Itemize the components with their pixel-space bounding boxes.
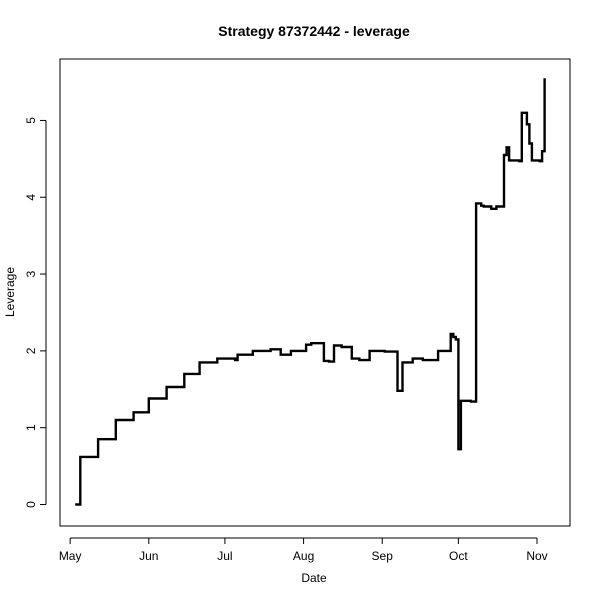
x-tick-label: May — [59, 549, 82, 563]
x-tick-label: Aug — [293, 549, 314, 563]
y-tick-label: 0 — [24, 501, 38, 508]
y-tick-label: 5 — [24, 117, 38, 124]
x-tick-label: Sep — [372, 549, 394, 563]
y-tick-label: 1 — [24, 424, 38, 431]
chart-title: Strategy 87372442 - leverage — [218, 23, 410, 39]
x-tick-label: Oct — [449, 549, 468, 563]
x-axis-label: Date — [301, 571, 327, 585]
x-tick-label: Nov — [526, 549, 547, 563]
y-axis: 0 1 2 3 4 5 — [24, 117, 47, 508]
y-tick-label: 2 — [24, 347, 38, 354]
series-line-leverage — [75, 78, 546, 506]
x-tick-label: Jun — [139, 549, 158, 563]
plot-frame — [59, 58, 571, 527]
x-tick-label: Jul — [217, 549, 232, 563]
y-tick-label: 3 — [24, 270, 38, 277]
y-tick-label: 4 — [24, 194, 38, 201]
series-group — [75, 78, 546, 506]
x-axis: May Jun Jul Aug Sep Oct Nov — [59, 537, 548, 563]
y-axis-label: Leverage — [3, 267, 17, 317]
